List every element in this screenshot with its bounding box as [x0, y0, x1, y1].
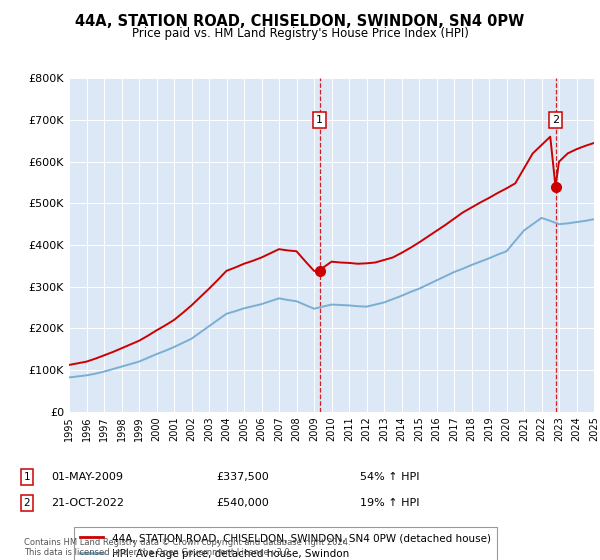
Text: 19% ↑ HPI: 19% ↑ HPI — [360, 498, 419, 508]
Text: 54% ↑ HPI: 54% ↑ HPI — [360, 472, 419, 482]
Text: 2: 2 — [23, 498, 31, 508]
Legend: 44A, STATION ROAD, CHISELDON, SWINDON, SN4 0PW (detached house), HPI: Average pr: 44A, STATION ROAD, CHISELDON, SWINDON, S… — [74, 527, 497, 560]
Text: 1: 1 — [23, 472, 31, 482]
Text: 44A, STATION ROAD, CHISELDON, SWINDON, SN4 0PW: 44A, STATION ROAD, CHISELDON, SWINDON, S… — [76, 14, 524, 29]
Text: 21-OCT-2022: 21-OCT-2022 — [51, 498, 124, 508]
Text: Contains HM Land Registry data © Crown copyright and database right 2024.
This d: Contains HM Land Registry data © Crown c… — [24, 538, 350, 557]
Text: £540,000: £540,000 — [216, 498, 269, 508]
Text: 01-MAY-2009: 01-MAY-2009 — [51, 472, 123, 482]
Text: 1: 1 — [316, 115, 323, 125]
Text: Price paid vs. HM Land Registry's House Price Index (HPI): Price paid vs. HM Land Registry's House … — [131, 27, 469, 40]
Text: 2: 2 — [552, 115, 559, 125]
Text: £337,500: £337,500 — [216, 472, 269, 482]
